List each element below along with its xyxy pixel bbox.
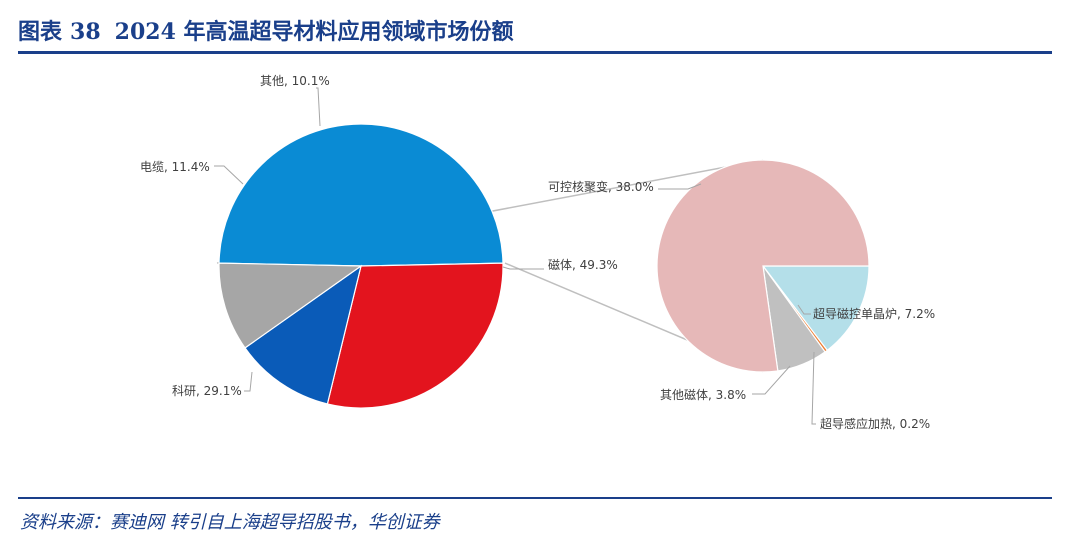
sub-pie <box>656 159 870 373</box>
sub-slice-mcz-furnace <box>761 265 870 352</box>
leader-fusion <box>658 183 702 190</box>
leader-other-magnets <box>752 365 791 395</box>
leader-research <box>244 371 253 392</box>
leader-magnet <box>502 266 544 270</box>
header-rule <box>18 51 1052 54</box>
leader-cable <box>214 165 244 185</box>
label-magnet: 磁体, 49.3% <box>548 257 618 272</box>
figure-label: 图表 <box>18 19 63 45</box>
main-slice-cable <box>244 264 362 405</box>
label-induction-heating: 超导感应加热, 0.2% <box>820 416 930 431</box>
leader-lines <box>214 87 816 425</box>
source-note: 资料来源：赛迪网 转引自上海超导招股书，华创证券 <box>20 512 440 533</box>
label-cable: 电缆, 11.4% <box>140 160 210 174</box>
sub-slice-fusion <box>656 159 870 373</box>
chart-title: 图表 38 2024 年高温超导材料应用领域市场份额 <box>18 14 514 46</box>
main-slice-other <box>218 262 363 349</box>
label-other-magnets: 其他磁体, 3.8% <box>660 387 746 402</box>
label-research: 科研, 29.1% <box>172 384 242 398</box>
leader-induction-heating <box>811 351 816 425</box>
figure-number: 38 <box>70 19 101 45</box>
label-fusion: 可控核聚变, 38.0% <box>548 179 654 194</box>
data-labels: 磁体, 49.3% 科研, 29.1% 电缆, 11.4% 其他, 10.1% … <box>140 74 935 431</box>
label-other: 其他, 10.1% <box>260 74 330 88</box>
figure-title: 2024 年高温超导材料应用领域市场份额 <box>114 19 514 45</box>
label-mcz-furnace: 超导磁控单晶炉, 7.2% <box>813 306 935 321</box>
leader-mcz-furnace <box>797 304 811 315</box>
main-slice-research <box>326 262 504 409</box>
main-pie <box>218 123 504 409</box>
main-slice-magnet <box>218 123 504 267</box>
footer-rule <box>18 497 1052 499</box>
leader-other <box>316 87 321 127</box>
